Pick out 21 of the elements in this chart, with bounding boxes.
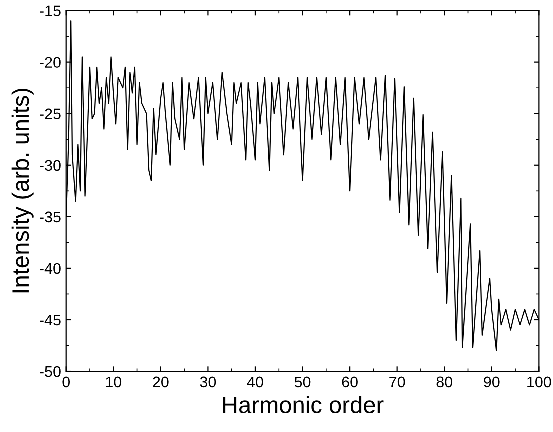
x-tick-label: 90 bbox=[484, 376, 500, 388]
y-tick-label: -15 bbox=[40, 6, 61, 16]
y-tick-label: -20 bbox=[40, 57, 61, 68]
x-tick-label: 100 bbox=[528, 376, 552, 388]
x-tick-label: 70 bbox=[390, 376, 406, 388]
x-tick-label: 80 bbox=[436, 376, 453, 388]
x-tick-label: 30 bbox=[200, 376, 216, 388]
x-tick-label: 10 bbox=[106, 376, 122, 388]
y-tick-label: -35 bbox=[40, 212, 61, 223]
x-tick-label: 0 bbox=[62, 376, 70, 388]
x-tick-label: 50 bbox=[294, 376, 311, 388]
y-tick-label: -25 bbox=[40, 108, 61, 120]
x-tick-label: 40 bbox=[247, 376, 264, 388]
y-tick-label: -50 bbox=[40, 366, 61, 378]
y-tick-label: -40 bbox=[40, 263, 61, 274]
x-axis-title: Harmonic order bbox=[223, 396, 384, 414]
x-tick-label: 20 bbox=[153, 376, 169, 388]
y-axis-title: Intensity (arb. units) bbox=[12, 88, 34, 293]
y-tick-label: -30 bbox=[40, 160, 61, 172]
y-tick-label: -45 bbox=[40, 315, 61, 326]
x-tick-label: 60 bbox=[342, 376, 358, 388]
